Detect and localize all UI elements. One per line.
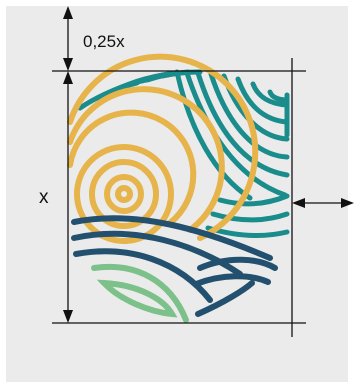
height-label: x: [39, 187, 49, 208]
top-margin-label: 0,25x: [83, 32, 125, 51]
background-panel: [6, 6, 348, 382]
